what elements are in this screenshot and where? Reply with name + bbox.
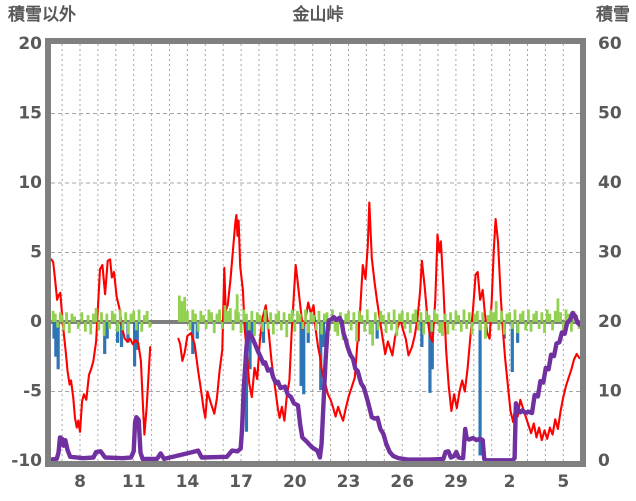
- x-axis-tick-label: 2: [504, 472, 516, 492]
- x-axis-tick-label: 20: [283, 472, 307, 492]
- red-line-series: [50, 201, 581, 442]
- right-axis-tick-label: 0: [598, 451, 610, 471]
- x-axis-tick-label: 26: [390, 472, 414, 492]
- right-axis-title: 積雪: [596, 4, 630, 25]
- left-axis-title: 積雪以外: [8, 4, 76, 25]
- x-axis-tick-label: 8: [74, 472, 86, 492]
- chart-title: 金山峠: [292, 4, 344, 25]
- left-axis-tick-label: 5: [30, 243, 42, 263]
- red-line-path: [50, 258, 152, 436]
- right-axis-tick-label: 40: [598, 173, 622, 193]
- x-axis-tick-label: 23: [337, 472, 361, 492]
- left-axis-tick-label: 0: [30, 312, 42, 332]
- gridlines: [51, 44, 580, 461]
- x-axis-tick-label: 14: [176, 472, 200, 492]
- right-axis-tick-label: 50: [598, 104, 622, 124]
- plot-frame: [45, 38, 586, 467]
- right-axis-tick-label: 60: [598, 34, 622, 54]
- x-axis-tick-label: 29: [444, 472, 468, 492]
- x-axis-tick-label: 17: [229, 472, 253, 492]
- left-axis-tick-label: 15: [18, 104, 42, 124]
- purple-line-path: [49, 310, 583, 463]
- right-axis-tick-label: 20: [598, 312, 622, 332]
- green-bars-series: [51, 294, 581, 346]
- x-axis-tick-label: 5: [557, 472, 569, 492]
- left-axis-tick-label: 10: [18, 173, 42, 193]
- plot-border: [45, 38, 586, 467]
- left-axis-tick-label: -5: [23, 382, 42, 402]
- purple-line-series: [49, 310, 583, 463]
- left-axis-tick-label: -10: [11, 451, 42, 471]
- left-axis-tick-label: 20: [18, 34, 42, 54]
- x-axis-tick-label: 11: [122, 472, 146, 492]
- red-line-path: [177, 201, 581, 442]
- right-axis-tick-label: 30: [598, 243, 622, 263]
- right-axis-tick-label: 10: [598, 382, 622, 402]
